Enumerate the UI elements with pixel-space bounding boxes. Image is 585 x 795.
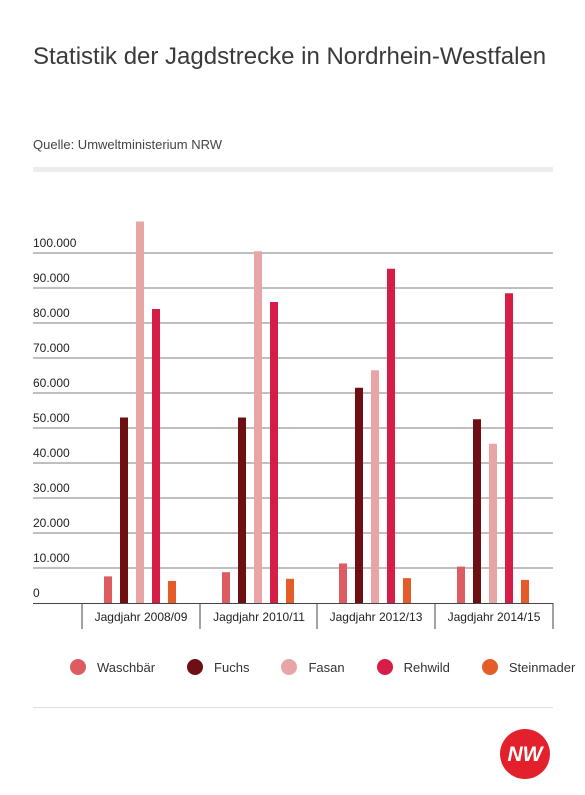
legend-swatch bbox=[481, 659, 498, 675]
bar-fuchs-3 bbox=[473, 419, 481, 603]
y-tick-label: 100.000 bbox=[33, 236, 77, 250]
legend-swatch bbox=[376, 659, 393, 675]
bar-fasan-1 bbox=[254, 251, 262, 603]
x-tick-label: Jagdjahr 2010/11 bbox=[213, 610, 305, 624]
chart-title: Statistik der Jagdstrecke in Nordrhein-W… bbox=[33, 43, 547, 70]
bar-rehwild-2 bbox=[387, 268, 395, 603]
logo-text: NW bbox=[508, 743, 545, 766]
bar-steinmader-1 bbox=[286, 578, 294, 603]
y-tick-label: 40.000 bbox=[33, 446, 70, 460]
bar-fuchs-1 bbox=[238, 417, 246, 603]
bars bbox=[104, 221, 529, 603]
x-tick-label: Jagdjahr 2014/15 bbox=[448, 610, 541, 624]
legend-swatch bbox=[70, 659, 86, 675]
y-tick-label: 20.000 bbox=[33, 516, 70, 530]
logo-circle bbox=[500, 729, 550, 779]
legend-label: Steinmader bbox=[508, 659, 576, 675]
bar-steinmader-3 bbox=[521, 579, 529, 603]
bar-rehwild-1 bbox=[270, 302, 278, 603]
y-tick-label: 0 bbox=[33, 586, 40, 600]
y-tick-label: 70.000 bbox=[33, 341, 70, 355]
y-tick-label: 60.000 bbox=[33, 376, 70, 390]
bar-fasan-0 bbox=[136, 221, 144, 603]
legend-item: Waschbär bbox=[70, 659, 155, 675]
bar-fasan-2 bbox=[371, 370, 379, 603]
bar-waschb-r-2 bbox=[339, 563, 347, 603]
y-tick-label: 90.000 bbox=[33, 271, 70, 285]
bar-steinmader-2 bbox=[403, 578, 411, 603]
y-tick-label: 50.000 bbox=[33, 411, 70, 425]
y-axis-ticks: 0 10.000 20.000 30.000 40.000 50.000 60.000 70.… bbox=[33, 236, 77, 600]
legend: Waschbär Fuchs Fasan Rehwild Steinmader bbox=[70, 656, 585, 678]
nw-logo: NW bbox=[500, 729, 550, 779]
header-divider bbox=[33, 167, 553, 172]
legend-item: Fuchs bbox=[187, 659, 249, 675]
bar-chart: 0 10.000 20.000 30.000 40.000 50.000 60.000 70.… bbox=[33, 221, 554, 629]
bar-rehwild-3 bbox=[505, 293, 513, 603]
bar-steinmader-0 bbox=[168, 580, 176, 603]
bar-rehwild-0 bbox=[152, 309, 160, 603]
y-tick-label: 10.000 bbox=[33, 551, 70, 565]
legend-label: Fuchs bbox=[214, 659, 250, 675]
bar-fuchs-0 bbox=[120, 417, 128, 603]
source-note: Quelle: Umweltministerium NRW bbox=[33, 137, 223, 152]
bar-fasan-3 bbox=[489, 443, 497, 603]
legend-swatch bbox=[187, 659, 204, 675]
y-tick-label: 80.000 bbox=[33, 306, 70, 320]
legend-label: Fasan bbox=[308, 659, 345, 675]
x-tick-label: Jagdjahr 2012/13 bbox=[330, 610, 423, 624]
gridlines bbox=[33, 252, 553, 569]
bar-waschb-r-0 bbox=[104, 576, 112, 603]
y-tick-label: 30.000 bbox=[33, 481, 70, 495]
bar-fuchs-2 bbox=[355, 387, 363, 603]
x-axis: Jagdjahr 2008/09 Jagdjahr 2010/11 Jagdjahr… bbox=[33, 603, 554, 629]
legend-item: Fasan bbox=[281, 659, 345, 675]
bar-waschb-r-3 bbox=[457, 566, 465, 603]
legend-item: Steinmader bbox=[481, 659, 576, 675]
bar-waschb-r-1 bbox=[222, 572, 230, 603]
legend-swatch bbox=[281, 659, 298, 675]
legend-label: Rehwild bbox=[403, 659, 450, 675]
x-tick-label: Jagdjahr 2008/09 bbox=[95, 610, 188, 624]
legend-item: Rehwild bbox=[376, 659, 450, 675]
footer-divider bbox=[33, 707, 553, 708]
legend-label: Waschbär bbox=[97, 659, 156, 675]
